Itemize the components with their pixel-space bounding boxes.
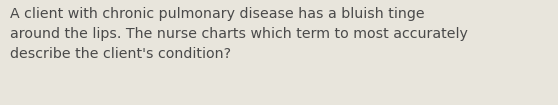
Text: A client with chronic pulmonary disease has a bluish tinge
around the lips. The : A client with chronic pulmonary disease … [10, 7, 468, 61]
